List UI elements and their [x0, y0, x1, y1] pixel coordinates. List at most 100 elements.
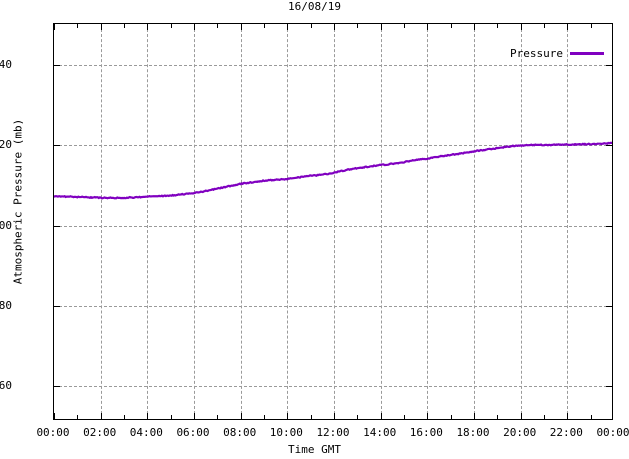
x-axis-minor-tick — [544, 24, 545, 28]
x-axis-minor-tick — [544, 415, 545, 419]
y-axis-tick — [606, 385, 612, 387]
x-axis-minor-tick — [124, 24, 125, 28]
gridline-vertical — [380, 24, 382, 419]
x-axis-tick — [240, 24, 242, 30]
legend: Pressure — [510, 48, 604, 59]
y-axis-tick — [606, 65, 612, 67]
y-axis-tick-label: 960 — [0, 378, 12, 392]
x-axis-minor-tick — [264, 415, 265, 419]
x-axis-tick — [567, 24, 569, 30]
gridline-vertical — [474, 24, 475, 419]
x-axis-tick — [474, 413, 475, 419]
x-axis-tick — [100, 413, 102, 419]
chart-title: 16/08/19 — [288, 0, 341, 13]
x-axis-tick-label: 18:00 — [456, 426, 490, 439]
x-axis-minor-tick — [217, 415, 219, 419]
x-axis-minor-tick — [264, 24, 265, 28]
gridline-vertical — [240, 24, 242, 419]
x-axis-tick — [380, 413, 382, 419]
x-axis-tick — [427, 413, 429, 419]
x-axis-minor-tick — [404, 24, 405, 28]
y-axis-tick-label: 1040 — [0, 58, 12, 72]
x-axis-tick-label: 00:00 — [596, 426, 629, 439]
x-axis-tick — [287, 413, 289, 419]
x-axis-tick-label: 22:00 — [549, 426, 583, 439]
x-axis-minor-tick — [357, 415, 359, 419]
x-axis-minor-tick — [170, 24, 172, 28]
pressure-series-line — [54, 141, 612, 200]
y-axis-tick-label: 980 — [0, 298, 12, 312]
x-axis-tick-label: 04:00 — [129, 426, 163, 439]
gridline-horizontal — [54, 385, 612, 387]
x-axis-tick — [54, 24, 55, 30]
y-axis-tick — [606, 145, 612, 147]
y-axis-tick — [606, 305, 612, 307]
y-axis-tick — [606, 225, 612, 227]
x-axis-tick — [100, 24, 102, 30]
x-axis-tick-label: 00:00 — [36, 426, 70, 439]
x-axis-tick — [194, 24, 195, 30]
gridline-horizontal — [54, 65, 612, 67]
x-axis-minor-tick — [310, 24, 312, 28]
gridline-vertical — [147, 24, 149, 419]
x-axis-title: Time GMT — [288, 443, 341, 456]
x-axis-tick — [474, 24, 475, 30]
x-axis-tick — [380, 24, 382, 30]
x-axis-minor-tick — [590, 415, 592, 419]
x-axis-tick-label: 06:00 — [176, 426, 210, 439]
x-axis-tick — [520, 24, 522, 30]
y-axis-tick — [54, 225, 60, 227]
x-axis-tick-label: 16:00 — [409, 426, 443, 439]
gridline-vertical — [100, 24, 102, 419]
gridline-vertical — [287, 24, 289, 419]
y-axis-title: Atmospheric Pressure (mb) — [11, 118, 25, 285]
x-axis-minor-tick — [404, 415, 405, 419]
x-axis-tick-label: 08:00 — [223, 426, 257, 439]
gridline-vertical — [520, 24, 522, 419]
x-axis-tick — [287, 24, 289, 30]
x-axis-minor-tick — [497, 415, 499, 419]
y-axis-tick — [54, 145, 60, 147]
x-axis-minor-tick — [357, 24, 359, 28]
x-axis-minor-tick — [310, 415, 312, 419]
gridline-horizontal — [54, 305, 612, 307]
y-axis-tick — [54, 65, 60, 67]
x-axis-minor-tick — [170, 415, 172, 419]
x-axis-minor-tick — [217, 24, 219, 28]
y-axis-tick-label: 1000 — [0, 218, 12, 232]
x-axis-tick-label: 02:00 — [83, 426, 117, 439]
x-axis-tick — [520, 413, 522, 419]
y-axis-tick — [54, 305, 60, 307]
y-axis-tick-label: 1020 — [0, 138, 12, 152]
gridline-horizontal — [54, 225, 612, 227]
x-axis-tick-label: 12:00 — [316, 426, 350, 439]
x-axis-tick — [194, 413, 195, 419]
x-axis-tick-label: 10:00 — [269, 426, 303, 439]
x-axis-minor-tick — [450, 24, 452, 28]
x-axis-tick — [240, 413, 242, 419]
x-axis-minor-tick — [77, 415, 79, 419]
x-axis-tick-label: 20:00 — [503, 426, 537, 439]
legend-color-swatch — [570, 52, 604, 55]
plot-area: Pressure — [53, 23, 613, 420]
x-axis-minor-tick — [450, 415, 452, 419]
gridline-vertical — [194, 24, 195, 419]
x-axis-minor-tick — [497, 24, 499, 28]
gridline-horizontal — [54, 145, 612, 147]
gridline-vertical — [567, 24, 569, 419]
x-axis-tick-label: 14:00 — [363, 426, 397, 439]
gridline-vertical — [427, 24, 429, 419]
x-axis-minor-tick — [124, 415, 125, 419]
y-axis-tick — [54, 385, 60, 387]
x-axis-tick — [334, 24, 335, 30]
x-axis-minor-tick — [77, 24, 79, 28]
legend-label-pressure: Pressure — [510, 47, 563, 60]
x-axis-tick — [567, 413, 569, 419]
x-axis-tick — [147, 24, 149, 30]
x-axis-tick — [147, 413, 149, 419]
x-axis-tick — [427, 24, 429, 30]
x-axis-minor-tick — [590, 24, 592, 28]
gridline-vertical — [334, 24, 335, 419]
x-axis-tick — [334, 413, 335, 419]
